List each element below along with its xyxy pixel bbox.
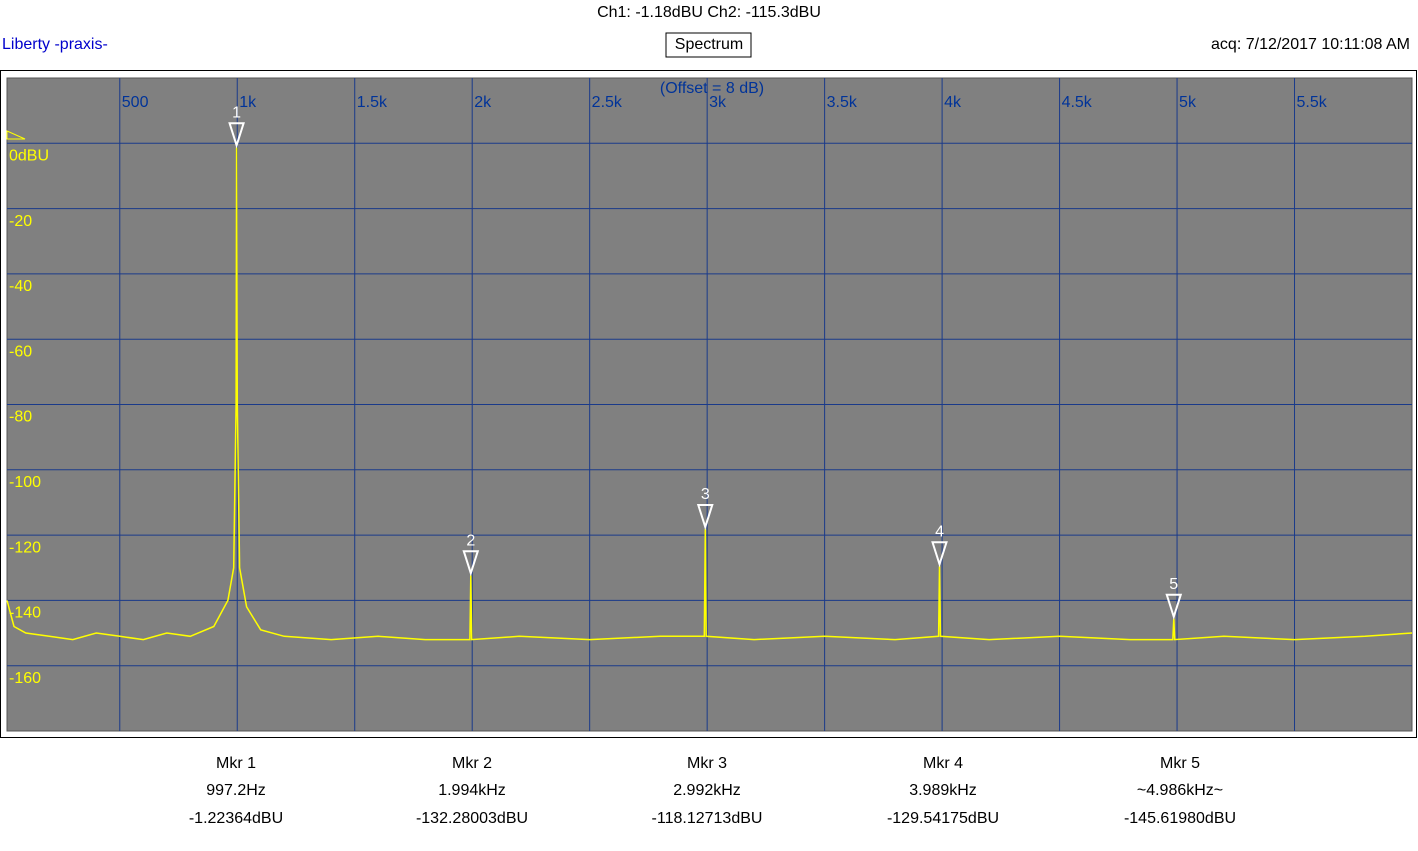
y-tick-label: -40 bbox=[9, 278, 32, 295]
mode-box[interactable] bbox=[665, 32, 752, 58]
x-tick-label: 1.5k bbox=[357, 94, 388, 111]
y-tick-label: -160 bbox=[9, 670, 41, 687]
y-tick-label: -120 bbox=[9, 539, 41, 556]
x-tick-label: 3.5k bbox=[827, 94, 858, 111]
marker-level: -1.22364dBU bbox=[189, 810, 283, 827]
marker-number: 5 bbox=[1169, 576, 1178, 593]
spectrum-trace bbox=[6, 147, 1413, 641]
marker-number: 2 bbox=[466, 532, 475, 549]
marker-name: Mkr 4 bbox=[923, 755, 963, 772]
x-tick-label: 1k bbox=[239, 94, 257, 111]
y-tick-label: -60 bbox=[9, 343, 32, 360]
marker-number: 1 bbox=[232, 105, 241, 122]
x-tick-label: 5k bbox=[1179, 94, 1197, 111]
marker-name: Mkr 5 bbox=[1160, 755, 1200, 772]
brand: Liberty -praxis- bbox=[2, 36, 108, 53]
acquisition-time: acq: 7/12/2017 10:11:08 AM bbox=[1211, 36, 1410, 53]
marker-frequency: 1.994kHz bbox=[438, 782, 506, 799]
marker-level: -145.61980dBU bbox=[1124, 810, 1236, 827]
marker-frequency: ~4.986kHz~ bbox=[1137, 782, 1223, 799]
offset-annotation: (Offset = 8 dB) bbox=[660, 80, 764, 97]
x-tick-label: 5.5k bbox=[1297, 94, 1328, 111]
marker-frequency: 997.2Hz bbox=[206, 782, 266, 799]
marker-triangle bbox=[1165, 593, 1183, 621]
marker-frequency: 3.989kHz bbox=[909, 782, 977, 799]
marker-level: -132.28003dBU bbox=[416, 810, 528, 827]
marker-frequency: 2.992kHz bbox=[673, 782, 741, 799]
marker-name: Mkr 1 bbox=[216, 755, 256, 772]
x-tick-label: 4k bbox=[944, 94, 962, 111]
marker-triangle bbox=[931, 541, 948, 568]
marker-number: 4 bbox=[935, 523, 944, 540]
marker-triangle bbox=[696, 503, 714, 531]
y-tick-label: -80 bbox=[9, 409, 32, 426]
marker-triangle bbox=[462, 550, 480, 577]
y-tick-label: -140 bbox=[9, 605, 41, 622]
x-tick-label: 2.5k bbox=[592, 94, 623, 111]
x-tick-label: 500 bbox=[122, 94, 149, 111]
plot: 500 1k 1.5k 2k 2.5k 3k 3.5k 4k 4.5k 5k 5.5k 0dBU -20… bbox=[6, 78, 1413, 731]
marker-name: Mkr 2 bbox=[452, 755, 492, 772]
marker-number: 3 bbox=[701, 486, 710, 503]
y-tick-label: 0dBU bbox=[9, 148, 49, 165]
reference-indicator bbox=[6, 130, 26, 140]
marker-level: -118.12713dBU bbox=[652, 810, 763, 827]
marker-name: Mkr 3 bbox=[687, 755, 727, 772]
y-tick-label: -20 bbox=[9, 213, 32, 230]
marker-triangle bbox=[228, 122, 245, 149]
x-tick-label: 2k bbox=[474, 94, 492, 111]
x-tick-label: 3k bbox=[709, 94, 727, 111]
mode[interactable]: Spectrum bbox=[675, 36, 743, 53]
x-tick-label: 4.5k bbox=[1062, 94, 1093, 111]
y-tick-label: -100 bbox=[9, 474, 41, 491]
marker-level: -129.54175dBU bbox=[887, 810, 999, 827]
channel-readout: Ch1: -1.18dBU Ch2: -115.3dBU bbox=[597, 4, 821, 21]
